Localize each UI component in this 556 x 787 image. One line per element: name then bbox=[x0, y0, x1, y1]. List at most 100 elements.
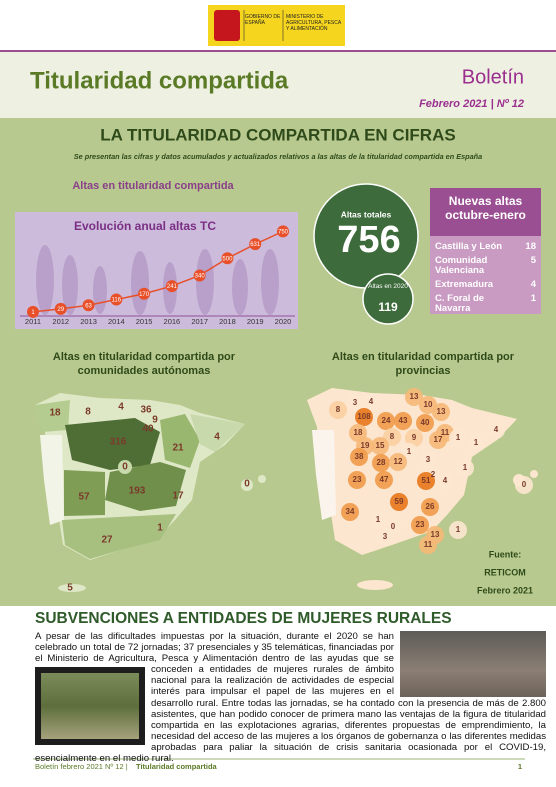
x-tick-label: 2012 bbox=[52, 317, 69, 326]
map-label: 17 bbox=[172, 491, 184, 502]
data-label: 750 bbox=[278, 229, 289, 235]
province bbox=[394, 412, 412, 430]
province bbox=[329, 401, 347, 419]
map-label: 21 bbox=[172, 443, 184, 454]
nuevas-region: Comunidad Valenciana bbox=[435, 255, 488, 276]
province bbox=[467, 434, 485, 452]
province bbox=[416, 414, 434, 432]
map-label: 3 bbox=[353, 398, 358, 407]
map-label: 1 bbox=[474, 438, 479, 447]
logo-left: GOBIERNO DE ESPAÑA bbox=[245, 14, 281, 26]
map-label: 1 bbox=[376, 515, 381, 524]
map-label: 19 bbox=[361, 441, 370, 450]
header-band bbox=[0, 52, 556, 118]
article-body: A pesar de las dificultades impuestas po… bbox=[35, 631, 546, 764]
map-label: 0 bbox=[122, 462, 128, 473]
data-label: 631 bbox=[250, 242, 261, 248]
nuevas-row: Castilla y León 18 bbox=[430, 240, 541, 254]
province bbox=[355, 408, 373, 426]
nuevas-region: Extremadura bbox=[435, 279, 494, 290]
province bbox=[405, 388, 423, 406]
data-point bbox=[27, 305, 39, 318]
nuevas-region: Castilla y León bbox=[435, 241, 503, 252]
map-label: 13 bbox=[437, 407, 446, 416]
map-label: 1 bbox=[456, 433, 461, 442]
province bbox=[456, 459, 474, 477]
map-label: 15 bbox=[376, 441, 385, 450]
province bbox=[429, 431, 447, 449]
map-label: 43 bbox=[399, 416, 408, 425]
nuevas-value: 18 bbox=[525, 241, 536, 252]
altas-heading: Altas en titularidad compartida bbox=[72, 180, 234, 192]
year-value: 119 bbox=[378, 300, 398, 314]
nuevas-value: 5 bbox=[530, 255, 536, 266]
data-point bbox=[110, 293, 123, 306]
map-label: 8 bbox=[336, 405, 341, 414]
map-label: 4 bbox=[494, 425, 499, 434]
map-label: 1 bbox=[463, 463, 468, 472]
map-label: 8 bbox=[390, 432, 395, 441]
x-tick-label: 2017 bbox=[191, 317, 208, 326]
map-label: 24 bbox=[382, 416, 391, 425]
map-label: 1 bbox=[407, 447, 412, 456]
province bbox=[341, 503, 359, 521]
total-label: Altas totales bbox=[341, 209, 392, 219]
map-label: 28 bbox=[377, 458, 386, 467]
footer-section: Titularidad compartida bbox=[136, 762, 218, 771]
data-label: 241 bbox=[167, 284, 178, 290]
article-image bbox=[35, 667, 145, 745]
x-tick-label: 2013 bbox=[80, 317, 97, 326]
footer-text: Boletín febrero 2021 Nº 12 | bbox=[35, 762, 128, 771]
map-label: 12 bbox=[394, 457, 403, 466]
map-label: 5 bbox=[67, 583, 73, 594]
logo-shield bbox=[214, 10, 240, 41]
province bbox=[372, 454, 390, 472]
source-label: Fuente: bbox=[489, 549, 522, 559]
nuevas-rows: Castilla y León 18 Comunidad Valenciana 5 Ex… bbox=[430, 236, 541, 316]
map-label: 108 bbox=[357, 412, 371, 421]
map-label: 38 bbox=[355, 452, 364, 461]
map-label: 1 bbox=[157, 523, 163, 534]
province bbox=[405, 429, 423, 447]
province bbox=[487, 421, 505, 439]
data-label: 1 bbox=[31, 310, 35, 316]
map-label: 316 bbox=[110, 437, 127, 448]
header-title: Titularidad compartida bbox=[30, 67, 289, 94]
map-label: 23 bbox=[353, 475, 362, 484]
source-date: Febrero 2021 bbox=[477, 585, 533, 595]
province bbox=[376, 528, 394, 546]
map-label: 193 bbox=[129, 486, 146, 497]
nuevas-title: Nuevas altas octubre-enero bbox=[430, 188, 541, 236]
map-label: 26 bbox=[426, 502, 435, 511]
province bbox=[419, 451, 437, 469]
map-label: 4 bbox=[118, 402, 124, 413]
nuevas-region: C. Foral de Navarra bbox=[435, 293, 485, 314]
x-tick-label: 2015 bbox=[136, 317, 153, 326]
map-label: 0 bbox=[244, 479, 250, 490]
map-label: 10 bbox=[424, 400, 433, 409]
map-label: 51 bbox=[422, 476, 431, 485]
map-label: 4 bbox=[214, 432, 220, 443]
x-tick-label: 2020 bbox=[275, 317, 292, 326]
province bbox=[449, 429, 467, 447]
map-label: 18 bbox=[354, 428, 363, 437]
map-label: 3 bbox=[426, 455, 431, 464]
map-label: 23 bbox=[416, 520, 425, 529]
province bbox=[348, 471, 366, 489]
data-label: 340 bbox=[195, 274, 206, 280]
province bbox=[515, 476, 533, 494]
data-point bbox=[249, 238, 262, 251]
logo-right: MINISTERIO DE AGRICULTURA, PESCA Y ALIME… bbox=[286, 14, 341, 32]
x-tick-label: 2014 bbox=[108, 317, 125, 326]
map-ccaa-title: Altas en titularidad compartida por comu… bbox=[52, 351, 236, 377]
x-tick-label: 2018 bbox=[219, 317, 236, 326]
map-label: 36 bbox=[140, 405, 152, 416]
nuevas-row: Comunidad Valenciana 5 bbox=[430, 254, 541, 278]
map-label: 13 bbox=[410, 392, 419, 401]
source-name: RETICOM bbox=[484, 567, 526, 577]
map-label: 18 bbox=[49, 408, 61, 419]
